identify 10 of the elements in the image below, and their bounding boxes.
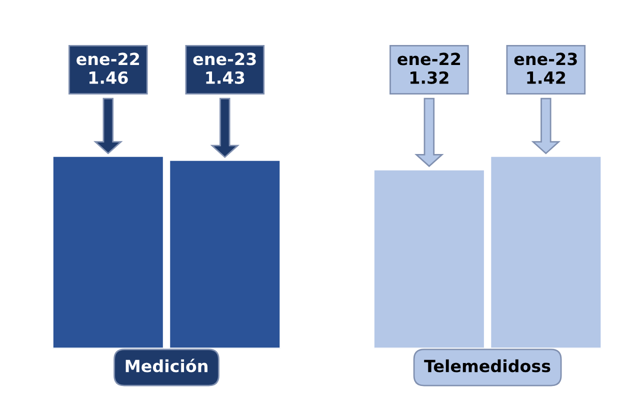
data-label: 1.32 xyxy=(410,71,448,84)
x-tick-label: ene-22 xyxy=(398,52,460,66)
data-label: 1.43 xyxy=(206,71,244,84)
x-axis-title: Medición xyxy=(126,358,208,372)
data-label: 1.42 xyxy=(527,71,566,84)
x-axis-title: Telemedidoss xyxy=(424,359,550,372)
x-tick-label: ene-23 xyxy=(193,52,256,66)
data-label: 1.46 xyxy=(89,71,128,84)
x-tick-label: ene-23 xyxy=(514,52,577,66)
x-tick-label: ene-22 xyxy=(76,52,139,66)
